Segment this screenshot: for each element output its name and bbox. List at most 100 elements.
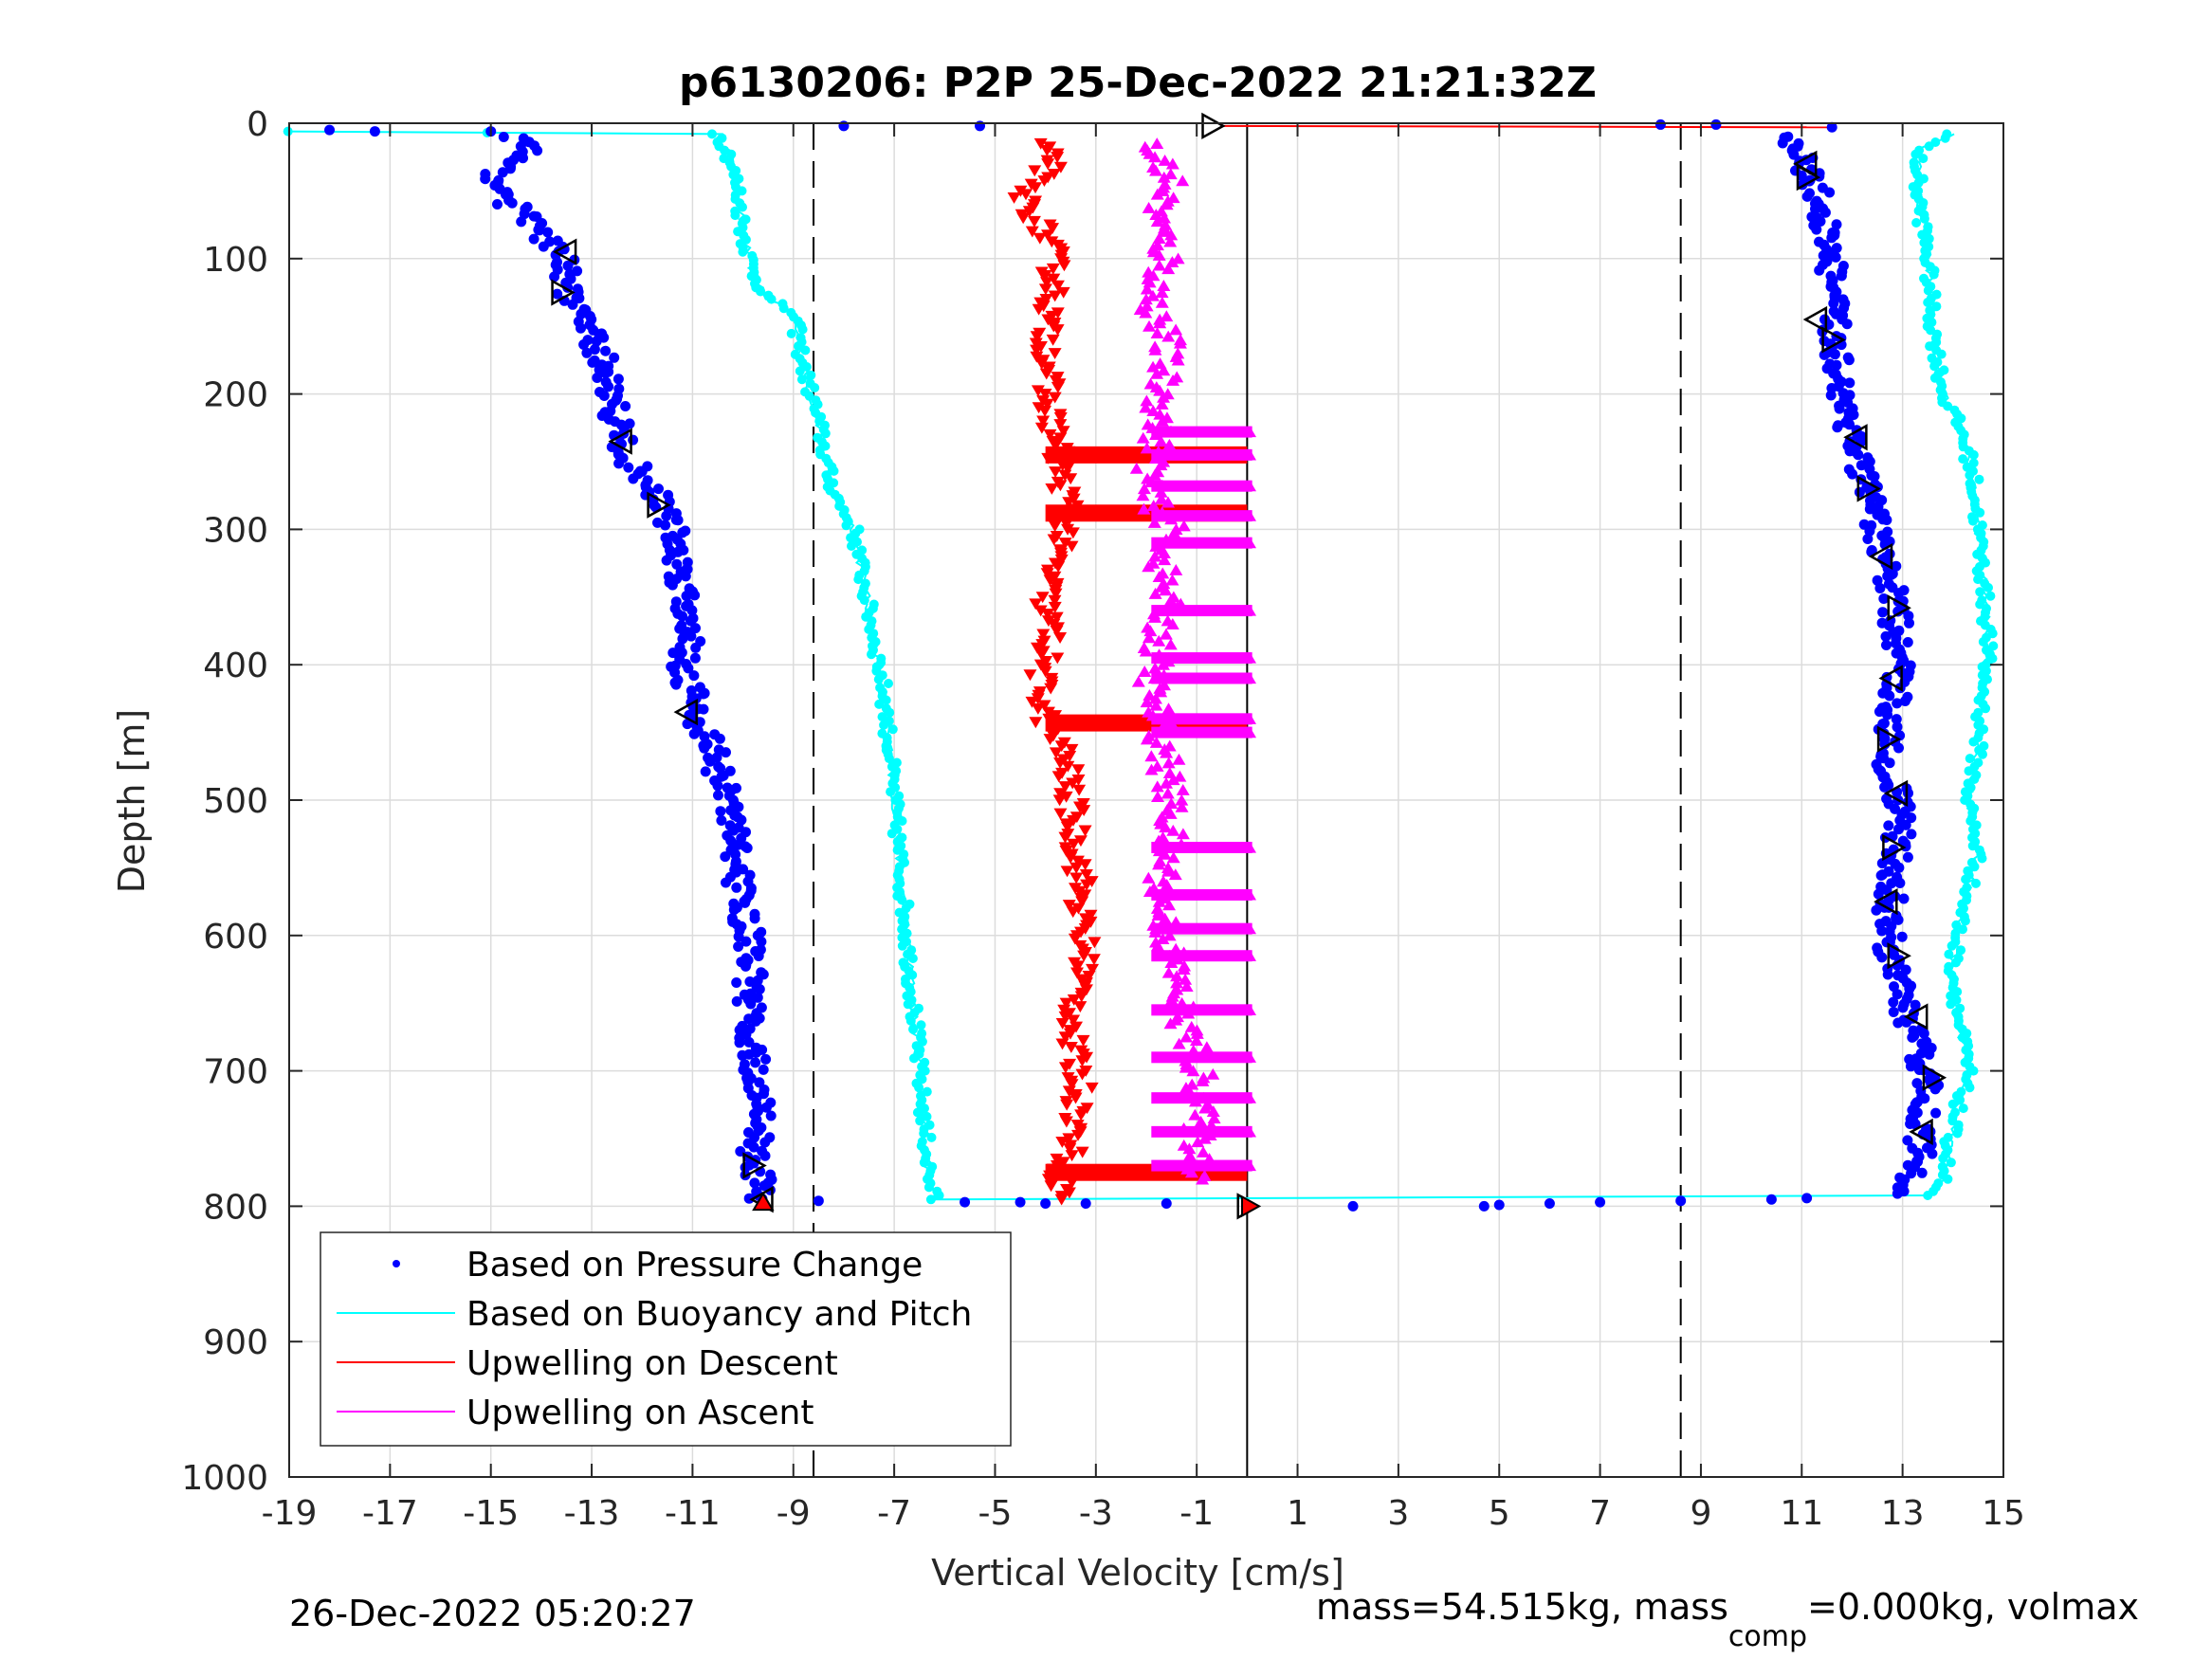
x-tick-label: -11 (665, 1494, 721, 1533)
ascent-spike-end (1243, 672, 1257, 684)
pressure-point (623, 462, 634, 473)
buoyancy-point (1975, 507, 1985, 518)
x-tick-label: 9 (1690, 1494, 1711, 1533)
ascent-point (1176, 783, 1190, 795)
chart-title: p6130206: P2P 25-Dec-2022 21:21:32Z (679, 59, 1597, 107)
ascent-point (1161, 702, 1176, 715)
descent-point (1038, 665, 1052, 678)
pressure-point (576, 322, 586, 334)
ascent-point (1140, 283, 1154, 295)
descent-point (1033, 605, 1048, 617)
open-triangle-marker (1201, 112, 1226, 139)
pressure-point (677, 611, 688, 622)
pressure-point (728, 904, 740, 916)
descent-point (1054, 740, 1069, 753)
legend-box (320, 1231, 1012, 1447)
pressure-outlier-point (1710, 118, 1722, 130)
descent-point (1070, 855, 1085, 867)
ascent-point (1181, 1007, 1196, 1019)
buoyancy-point (820, 428, 831, 439)
pressure-point (1882, 571, 1893, 582)
open-triangle-marker (552, 238, 577, 265)
ascent-point (1165, 537, 1179, 549)
ascent-point (1154, 726, 1168, 738)
pressure-point (667, 647, 679, 659)
pressure-point (743, 1193, 755, 1204)
pressure-point (1814, 264, 1825, 276)
legend-label-descent: Upwelling on Descent (466, 1344, 838, 1383)
descent-point (1048, 601, 1062, 613)
ascent-point (1136, 489, 1150, 501)
descent-point (1030, 344, 1044, 356)
pressure-point (1906, 829, 1917, 840)
descent-point (1038, 283, 1052, 296)
buoyancy-point (912, 1107, 923, 1118)
pressure-point (712, 780, 723, 792)
ascent-spike (1151, 672, 1252, 684)
x-tick-label: -9 (777, 1494, 811, 1533)
pressure-point (528, 233, 539, 245)
pressure-point (1832, 422, 1843, 433)
descent-surface-line (1221, 124, 1833, 129)
descent-point (1058, 1031, 1072, 1044)
descent-point (1030, 331, 1044, 343)
buoyancy-point (907, 970, 918, 980)
pressure-point (700, 766, 711, 777)
descent-point (1046, 223, 1060, 234)
ascent-point (1176, 174, 1190, 187)
x-tick-label: -1 (1179, 1494, 1214, 1533)
descent-point (1057, 260, 1071, 272)
buoyancy-point (1978, 637, 1988, 647)
ascent-spike (1151, 448, 1252, 461)
series-upwelling-ascent (1129, 137, 1257, 1185)
ascent-point (1150, 137, 1164, 150)
ascent-point (1158, 912, 1172, 924)
pressure-point (612, 374, 624, 385)
buoyancy-point (885, 707, 895, 718)
buoyancy-dive-line (285, 130, 938, 1200)
pressure-point (1896, 931, 1908, 942)
descent-point (1059, 845, 1073, 857)
descent-point (1071, 902, 1086, 915)
descent-point (1071, 764, 1086, 776)
descent-point (1069, 967, 1084, 979)
ascent-point (1182, 1142, 1197, 1155)
descent-point (1067, 1014, 1081, 1027)
pressure-point (609, 352, 620, 363)
pressure-point (1828, 298, 1839, 309)
pressure-point (1777, 137, 1788, 149)
ascent-point (1158, 154, 1172, 166)
ascent-point (1145, 289, 1160, 301)
pressure-point (1893, 588, 1905, 599)
ascent-point (1161, 865, 1176, 877)
pressure-point (1884, 757, 1895, 769)
buoyancy-point (800, 345, 811, 356)
ascent-point (1202, 1153, 1216, 1165)
ascent-point (1155, 479, 1169, 491)
buoyancy-point (867, 649, 876, 660)
pressure-point (1806, 211, 1818, 223)
buoyancy-point (1947, 940, 1957, 951)
descent-point (1064, 473, 1078, 485)
ascent-point (1201, 1051, 1216, 1063)
pressure-outlier-point (324, 124, 336, 136)
pressure-point (589, 344, 600, 356)
ascent-point (1148, 452, 1162, 465)
descent-point (1051, 280, 1065, 292)
footer-mass-sub: comp (1728, 1620, 1807, 1653)
ascent-point (1171, 354, 1185, 366)
descent-point (1056, 1157, 1070, 1169)
descent-point (1047, 168, 1061, 180)
x-tick-label: 5 (1489, 1494, 1510, 1533)
descent-point (1068, 933, 1082, 945)
buoyancy-point (1946, 999, 1956, 1010)
pressure-point (1801, 191, 1813, 202)
buoyancy-point (1965, 470, 1975, 481)
ascent-point (1182, 1149, 1197, 1161)
pressure-point (562, 260, 574, 271)
pressure-outlier-point (1161, 1198, 1172, 1210)
descent-point (1023, 669, 1037, 682)
pressure-point (733, 801, 744, 812)
ascent-point (1157, 391, 1171, 403)
